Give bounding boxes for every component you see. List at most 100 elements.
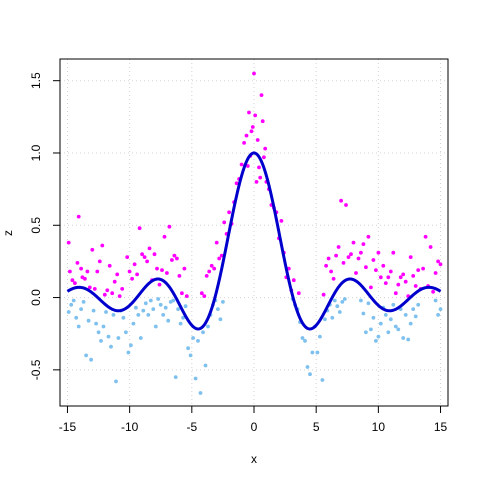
- data-point: [86, 318, 91, 323]
- data-point: [111, 313, 116, 317]
- x-tick-label: 5: [313, 420, 320, 434]
- data-point: [324, 263, 328, 268]
- data-point: [117, 294, 122, 298]
- data-point: [234, 181, 239, 186]
- data-point: [337, 310, 342, 314]
- data-point: [258, 175, 263, 180]
- data-point: [204, 274, 209, 278]
- data-point: [92, 287, 97, 291]
- data-point: [84, 353, 88, 358]
- data-point: [356, 256, 361, 261]
- data-point: [109, 344, 113, 349]
- data-point: [97, 259, 102, 264]
- data-point: [378, 275, 383, 280]
- data-point: [361, 242, 366, 247]
- data-point: [227, 210, 232, 215]
- data-point: [94, 321, 98, 326]
- data-point: [181, 315, 186, 320]
- data-point: [303, 339, 307, 343]
- data-point: [383, 281, 388, 285]
- data-point: [401, 336, 406, 340]
- data-point: [239, 162, 244, 167]
- data-point: [87, 285, 92, 290]
- data-point: [438, 307, 443, 311]
- data-point: [203, 363, 208, 368]
- data-point: [214, 240, 219, 245]
- data-point: [428, 245, 433, 249]
- data-point: [170, 258, 174, 262]
- data-point: [219, 253, 224, 258]
- data-point: [218, 317, 223, 322]
- data-point: [70, 278, 75, 283]
- data-point: [158, 302, 163, 307]
- data-point: [141, 308, 146, 313]
- data-point: [89, 357, 93, 362]
- data-point: [166, 318, 171, 323]
- data-point: [411, 274, 416, 278]
- data-point: [260, 119, 265, 124]
- data-point: [124, 330, 128, 335]
- x-tick-label: 10: [372, 420, 386, 434]
- data-point: [247, 110, 251, 115]
- data-point: [167, 224, 172, 229]
- data-point: [391, 250, 396, 255]
- data-point: [376, 334, 381, 339]
- data-point: [207, 269, 212, 274]
- data-point: [91, 308, 96, 313]
- data-point: [388, 269, 393, 274]
- data-point: [279, 219, 284, 223]
- data-point: [71, 298, 76, 303]
- data-point: [315, 350, 320, 355]
- data-point: [406, 337, 411, 342]
- data-point: [96, 330, 101, 335]
- data-point: [183, 304, 188, 309]
- data-point: [371, 258, 376, 262]
- data-point: [334, 253, 338, 258]
- data-point: [132, 262, 137, 267]
- data-point: [336, 245, 341, 249]
- data-point: [201, 330, 205, 335]
- data-point: [116, 336, 121, 340]
- data-point: [330, 315, 335, 320]
- data-point: [146, 313, 151, 317]
- x-axis-label: x: [251, 452, 257, 466]
- data-point: [137, 226, 142, 231]
- data-point: [147, 246, 152, 251]
- data-point: [291, 278, 296, 283]
- data-point: [66, 240, 71, 245]
- data-point: [76, 324, 81, 329]
- data-point: [331, 276, 336, 281]
- data-point: [371, 315, 376, 320]
- data-point: [115, 272, 120, 277]
- data-point: [176, 307, 181, 311]
- data-point: [162, 234, 167, 239]
- data-point: [386, 330, 391, 335]
- data-point: [216, 307, 220, 311]
- data-point: [148, 298, 153, 303]
- data-point: [408, 321, 413, 326]
- data-point: [177, 274, 182, 278]
- data-point: [393, 291, 398, 296]
- data-point: [136, 313, 141, 317]
- data-point: [184, 294, 189, 298]
- data-point: [253, 113, 258, 118]
- data-point: [126, 350, 131, 355]
- x-tick-label: -15: [59, 420, 77, 434]
- y-tick-label: 0.5: [29, 217, 43, 234]
- data-point: [323, 317, 327, 322]
- data-point: [354, 271, 358, 275]
- data-point: [411, 307, 416, 311]
- data-point: [217, 256, 222, 261]
- data-point: [396, 327, 401, 332]
- data-point: [252, 71, 256, 76]
- data-point: [263, 146, 268, 151]
- series-line: [66, 151, 442, 331]
- data-point: [364, 265, 368, 270]
- data-point: [383, 313, 388, 317]
- x-tick-label: -10: [121, 420, 139, 434]
- data-point: [221, 300, 225, 304]
- data-point: [366, 301, 371, 306]
- data-point: [423, 234, 428, 239]
